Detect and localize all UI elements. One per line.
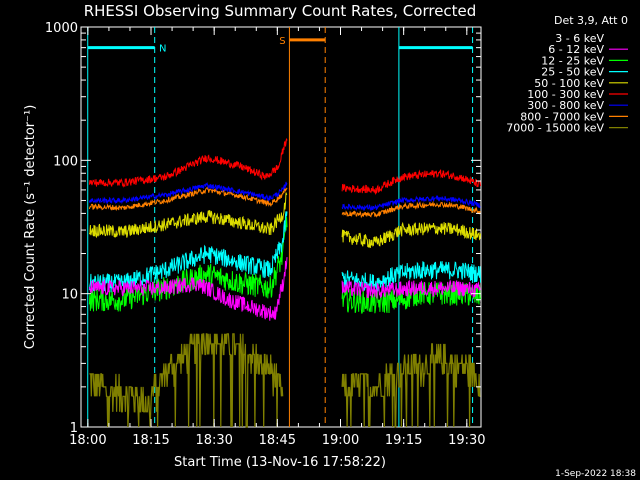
legend-label-1: 6 - 12 keV (548, 43, 604, 56)
series-line-5-part-0 (88, 138, 288, 188)
plot-marks: NS (87, 27, 481, 428)
series-line-1-part-0 (88, 257, 288, 321)
series-line-1-part-1 (341, 279, 481, 299)
y-tick-label-2: 100 (53, 154, 78, 169)
series-line-3-part-1 (341, 261, 481, 293)
series-line-8-part-0 (89, 333, 284, 428)
series-line-3-part-0 (88, 211, 288, 293)
annotation-label-0: N (159, 44, 166, 55)
plot-frame (80, 26, 482, 428)
y-tick-label-0: 1 (70, 421, 78, 436)
x-tick-label-3: 18:45 (259, 433, 296, 448)
series-line-5-part-1 (341, 169, 481, 196)
legend-label-3: 25 - 50 keV (541, 66, 604, 79)
axis-ticks: 18:00 18:15 18:30 18:45 19:00 19:15 19:30 1 10 10… (45, 21, 486, 448)
y-tick-label-1: 10 (61, 288, 78, 303)
series-line-8-part-1 (341, 343, 481, 428)
x-axis-label: Start Time (13-Nov-16 17:58:22) (174, 455, 386, 470)
legend-label-2: 12 - 25 keV (541, 54, 604, 67)
x-tick-label-6: 19:30 (448, 433, 485, 448)
x-tick-label-4: 19:00 (322, 433, 359, 448)
legend-label-5: 100 - 300 keV (527, 88, 604, 101)
series-line-7-part-0 (88, 186, 288, 212)
legend-label-7: 800 - 7000 keV (520, 110, 604, 123)
legend-header: Det 3,9, Att 0 (554, 14, 628, 27)
legend-label-0: 3 - 6 keV (555, 32, 604, 45)
y-axis-label: Corrected Count Rate (s⁻¹ detector⁻¹) (23, 105, 38, 350)
footer-date: 1-Sep-2022 18:38 (555, 469, 636, 479)
y-tick-label-3: 1000 (45, 21, 78, 36)
legend-label-4: 50 - 100 keV (534, 77, 604, 90)
x-tick-label-5: 19:15 (385, 433, 422, 448)
chart-title: RHESSI Observing Summary Count Rates, Co… (84, 2, 477, 20)
x-tick-label-1: 18:15 (132, 433, 169, 448)
series-line-4-part-1 (341, 221, 481, 249)
series-line-4-part-0 (88, 192, 288, 239)
series-line-7-part-1 (341, 200, 481, 219)
x-tick-label-2: 18:30 (195, 433, 232, 448)
annotation-label-1: S (279, 36, 285, 47)
legend-label-6: 300 - 800 keV (527, 99, 604, 112)
series-line-6-part-0 (88, 181, 288, 205)
series-line-6-part-1 (341, 194, 481, 212)
x-tick-label-0: 18:00 (69, 433, 106, 448)
legend-label-8: 7000 - 15000 keV (506, 122, 604, 135)
